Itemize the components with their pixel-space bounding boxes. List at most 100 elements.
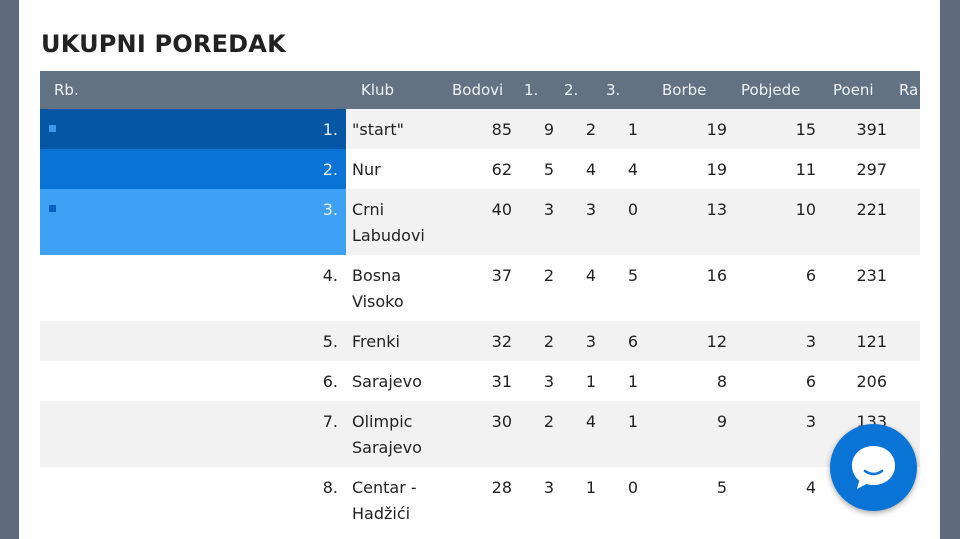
poeni-cell: 221 bbox=[816, 189, 887, 255]
rank-value: 1. bbox=[322, 120, 338, 139]
first-cell: 2 bbox=[512, 401, 554, 467]
table-row: 2. Nur 62 5 4 4 19 11 297 bbox=[40, 149, 920, 189]
third-cell: 1 bbox=[596, 361, 638, 401]
third-cell: 1 bbox=[596, 401, 638, 467]
column-header-third[interactable]: 3. bbox=[596, 71, 638, 109]
club-cell: Nur bbox=[346, 149, 448, 189]
rank-marker-icon bbox=[49, 125, 56, 132]
borbe-cell: 16 bbox=[638, 255, 727, 321]
table-row: 6. Sarajevo 31 3 1 1 8 6 206 bbox=[40, 361, 920, 401]
poeni-cell: 391 bbox=[816, 109, 887, 149]
third-cell: 6 bbox=[596, 321, 638, 361]
rank-cell: 8. bbox=[40, 467, 346, 533]
pobjede-cell: 11 bbox=[727, 149, 816, 189]
bodovi-cell: 40 bbox=[448, 189, 512, 255]
borbe-cell: 19 bbox=[638, 109, 727, 149]
borbe-cell: 5 bbox=[638, 467, 727, 533]
rank-value: 5. bbox=[322, 332, 338, 351]
page-title: UKUPNI POREDAK bbox=[41, 30, 286, 58]
rank-value: 4. bbox=[322, 266, 338, 285]
standings-card: UKUPNI POREDAK Rb. Klub Bodovi bbox=[19, 0, 940, 539]
borbe-cell: 8 bbox=[638, 361, 727, 401]
rank-cell: 3. bbox=[40, 189, 346, 255]
rank-value: 7. bbox=[322, 412, 338, 431]
second-cell: 4 bbox=[554, 149, 596, 189]
rank-cell: 5. bbox=[40, 321, 346, 361]
pobjede-cell: 6 bbox=[727, 361, 816, 401]
second-cell: 3 bbox=[554, 321, 596, 361]
chat-bubble-icon bbox=[852, 446, 895, 489]
first-cell: 5 bbox=[512, 149, 554, 189]
pobjede-cell: 6 bbox=[727, 255, 816, 321]
second-cell: 4 bbox=[554, 255, 596, 321]
rank-cell: 2. bbox=[40, 149, 346, 189]
bodovi-cell: 30 bbox=[448, 401, 512, 467]
second-cell: 3 bbox=[554, 189, 596, 255]
poeni-cell: 231 bbox=[816, 255, 887, 321]
column-header-poeni[interactable]: Poeni bbox=[816, 71, 887, 109]
second-cell: 4 bbox=[554, 401, 596, 467]
table-row: 4. Bosna Visoko 37 2 4 5 16 6 231 bbox=[40, 255, 920, 321]
rank-value: 2. bbox=[322, 160, 338, 179]
rank-value: 6. bbox=[322, 372, 338, 391]
first-cell: 2 bbox=[512, 321, 554, 361]
bodovi-cell: 32 bbox=[448, 321, 512, 361]
bodovi-cell: 62 bbox=[448, 149, 512, 189]
third-cell: 0 bbox=[596, 467, 638, 533]
ra-cell bbox=[887, 255, 920, 321]
table-row: 1. "start" 85 9 2 1 19 15 391 bbox=[40, 109, 920, 149]
bodovi-cell: 31 bbox=[448, 361, 512, 401]
poeni-cell: 297 bbox=[816, 149, 887, 189]
second-cell: 1 bbox=[554, 361, 596, 401]
chat-button[interactable] bbox=[830, 424, 917, 511]
rank-cell: 4. bbox=[40, 255, 346, 321]
third-cell: 0 bbox=[596, 189, 638, 255]
table-row: 3. Crni Labudovi 40 3 3 0 13 10 221 bbox=[40, 189, 920, 255]
club-cell: "start" bbox=[346, 109, 448, 149]
first-cell: 3 bbox=[512, 467, 554, 533]
pobjede-cell: 3 bbox=[727, 321, 816, 361]
ra-cell bbox=[887, 109, 920, 149]
column-header-rank[interactable]: Rb. bbox=[40, 71, 346, 109]
club-cell: Crni Labudovi bbox=[346, 189, 448, 255]
pobjede-cell: 4 bbox=[727, 467, 816, 533]
column-header-club[interactable]: Klub bbox=[346, 71, 448, 109]
first-cell: 3 bbox=[512, 361, 554, 401]
pobjede-cell: 10 bbox=[727, 189, 816, 255]
ra-cell bbox=[887, 321, 920, 361]
column-header-borbe[interactable]: Borbe bbox=[638, 71, 727, 109]
borbe-cell: 9 bbox=[638, 401, 727, 467]
bodovi-cell: 28 bbox=[448, 467, 512, 533]
third-cell: 5 bbox=[596, 255, 638, 321]
pobjede-cell: 3 bbox=[727, 401, 816, 467]
column-header-bodovi[interactable]: Bodovi bbox=[448, 71, 512, 109]
second-cell: 2 bbox=[554, 109, 596, 149]
third-cell: 1 bbox=[596, 109, 638, 149]
first-cell: 9 bbox=[512, 109, 554, 149]
standings-table-wrapper[interactable]: Rb. Klub Bodovi 1. 2. 3. Borbe Pobjede P… bbox=[40, 71, 920, 533]
bodovi-cell: 37 bbox=[448, 255, 512, 321]
club-cell: Centar - Hadžići bbox=[346, 467, 448, 533]
column-header-second[interactable]: 2. bbox=[554, 71, 596, 109]
second-cell: 1 bbox=[554, 467, 596, 533]
borbe-cell: 19 bbox=[638, 149, 727, 189]
club-cell: Frenki bbox=[346, 321, 448, 361]
table-header-row: Rb. Klub Bodovi 1. 2. 3. Borbe Pobjede P… bbox=[40, 71, 920, 109]
bodovi-cell: 85 bbox=[448, 109, 512, 149]
table-row: 8. Centar - Hadžići 28 3 1 0 5 4 bbox=[40, 467, 920, 533]
poeni-cell: 206 bbox=[816, 361, 887, 401]
first-cell: 2 bbox=[512, 255, 554, 321]
poeni-cell: 121 bbox=[816, 321, 887, 361]
standings-table: Rb. Klub Bodovi 1. 2. 3. Borbe Pobjede P… bbox=[40, 71, 920, 533]
column-header-first[interactable]: 1. bbox=[512, 71, 554, 109]
club-cell: Bosna Visoko bbox=[346, 255, 448, 321]
club-cell: Olimpic Sarajevo bbox=[346, 401, 448, 467]
rank-value: 8. bbox=[322, 478, 338, 497]
club-cell: Sarajevo bbox=[346, 361, 448, 401]
column-header-ra[interactable]: Ra bbox=[887, 71, 920, 109]
pobjede-cell: 15 bbox=[727, 109, 816, 149]
column-header-pobjede[interactable]: Pobjede bbox=[727, 71, 816, 109]
ra-cell bbox=[887, 149, 920, 189]
first-cell: 3 bbox=[512, 189, 554, 255]
table-row: 5. Frenki 32 2 3 6 12 3 121 bbox=[40, 321, 920, 361]
